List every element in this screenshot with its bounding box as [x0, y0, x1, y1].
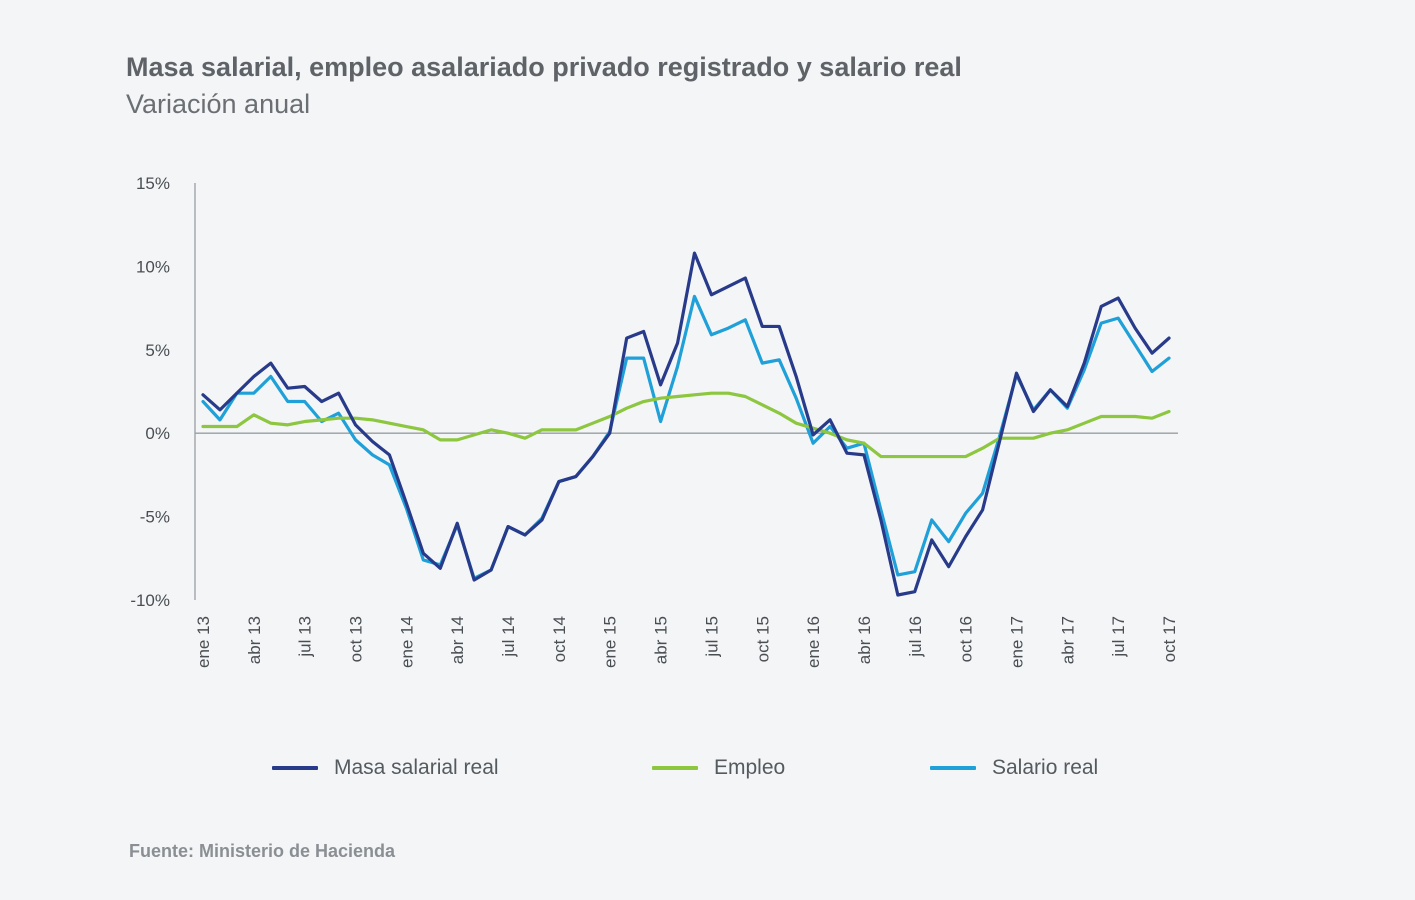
- y-tick-label: 10%: [136, 257, 170, 276]
- x-tick-label: oct 14: [550, 616, 569, 662]
- legend-label: Empleo: [714, 756, 786, 779]
- x-tick-label: oct 16: [957, 616, 976, 662]
- y-axis: -10% -5% 0% 5% 10% 15%: [130, 174, 1178, 610]
- x-tick-label: jul 13: [296, 616, 315, 658]
- x-tick-label: ene 16: [804, 616, 823, 668]
- y-tick-label: 0%: [145, 424, 170, 443]
- legend-item-empleo: Empleo: [652, 756, 785, 780]
- x-tick-label: abr 16: [855, 616, 874, 664]
- source-note: Fuente: Ministerio de Hacienda: [129, 841, 396, 861]
- x-tick-label: jul 14: [499, 616, 518, 658]
- legend-item-masa-salarial-real: Masa salarial real: [272, 756, 499, 780]
- chart-subtitle: Variación anual: [126, 89, 311, 119]
- x-tick-label: oct 13: [347, 616, 366, 662]
- legend-item-salario-real: Salario real: [930, 756, 1098, 780]
- x-tick-label: ene 17: [1007, 616, 1026, 668]
- y-tick-label: -10%: [130, 591, 170, 610]
- x-tick-label: jul 16: [906, 616, 925, 658]
- x-tick-label: abr 14: [448, 616, 467, 664]
- y-tick-label: 15%: [136, 174, 170, 193]
- series-line-empleo: [201, 391, 1171, 459]
- series-lines: [201, 251, 1171, 597]
- x-tick-label: jul 15: [702, 616, 721, 658]
- series-line-masa-salarial-real: [201, 251, 1171, 597]
- x-tick-label: abr 17: [1058, 616, 1077, 664]
- x-tick-label: ene 15: [601, 616, 620, 668]
- y-tick-label: 5%: [145, 341, 170, 360]
- x-tick-label: ene 14: [397, 616, 416, 668]
- legend-swatch: [272, 766, 318, 770]
- x-tick-label: abr 15: [652, 616, 671, 664]
- x-axis: ene 13 abr 13 jul 13 oct 13 ene 14 abr 14 jul …: [194, 616, 1179, 668]
- chart-title: Masa salarial, empleo asalariado privado…: [126, 52, 962, 82]
- x-tick-label: ene 13: [194, 616, 213, 668]
- legend-label: Salario real: [992, 756, 1099, 779]
- x-tick-label: oct 15: [753, 616, 772, 662]
- legend-swatch: [652, 766, 698, 770]
- legend-swatch: [930, 766, 976, 770]
- x-tick-label: oct 17: [1160, 616, 1179, 662]
- x-tick-label: abr 13: [245, 616, 264, 664]
- y-tick-label: -5%: [140, 508, 170, 527]
- legend: Masa salarial real Empleo Salario real: [0, 756, 1415, 786]
- legend-label: Masa salarial real: [334, 756, 499, 779]
- x-tick-label: jul 17: [1109, 616, 1128, 658]
